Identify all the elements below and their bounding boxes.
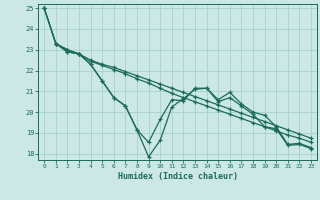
X-axis label: Humidex (Indice chaleur): Humidex (Indice chaleur) <box>118 172 238 181</box>
